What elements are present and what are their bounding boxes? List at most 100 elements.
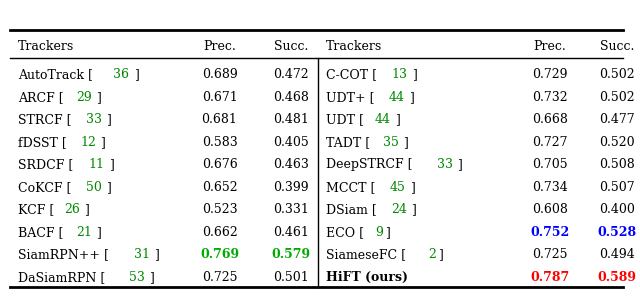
Text: 0.579: 0.579 [271,248,310,261]
Text: ]: ] [106,181,111,194]
Text: 0.583: 0.583 [202,136,237,149]
Text: ]: ] [134,68,139,81]
Text: ]: ] [412,203,416,216]
Text: TADT [: TADT [ [326,136,371,149]
Text: ]: ] [106,113,111,126]
Text: 0.405: 0.405 [273,136,308,149]
Text: CoKCF [: CoKCF [ [18,181,71,194]
Text: ]: ] [154,248,159,261]
Text: ]: ] [96,91,101,104]
Text: 24: 24 [391,203,407,216]
Text: ECO [: ECO [ [326,226,364,239]
Text: 21: 21 [76,226,92,239]
Text: UDT [: UDT [ [326,113,364,126]
Text: DSiam [: DSiam [ [326,203,377,216]
Text: 0.676: 0.676 [202,158,237,171]
Text: 0.752: 0.752 [530,226,570,239]
Text: ]: ] [100,136,105,149]
Text: SiameseFC [: SiameseFC [ [326,248,406,261]
Text: 0.400: 0.400 [599,203,635,216]
Text: UDT+ [: UDT+ [ [326,91,375,104]
Text: 36: 36 [113,68,129,81]
Text: ARCF [: ARCF [ [18,91,63,104]
Text: Succ.: Succ. [600,40,634,54]
Text: Succ.: Succ. [273,40,308,54]
Text: 0.502: 0.502 [599,91,635,104]
Text: DeepSTRCF [: DeepSTRCF [ [326,158,413,171]
Text: 0.705: 0.705 [532,158,568,171]
Text: 26: 26 [64,203,80,216]
Text: ]: ] [438,248,444,261]
Text: Prec.: Prec. [533,40,566,54]
Text: 0.472: 0.472 [273,68,308,81]
Text: 0.331: 0.331 [273,203,308,216]
Text: HiFT (ours): HiFT (ours) [326,271,408,284]
Text: DaSiamRPN [: DaSiamRPN [ [18,271,105,284]
Text: 0.727: 0.727 [532,136,568,149]
Text: 0.528: 0.528 [598,226,637,239]
Text: 0.508: 0.508 [599,158,635,171]
Text: 9: 9 [375,226,383,239]
Text: 0.520: 0.520 [599,136,635,149]
Text: SRDCF [: SRDCF [ [18,158,73,171]
Text: 0.589: 0.589 [598,271,637,284]
Text: 0.463: 0.463 [273,158,308,171]
Text: MCCT [: MCCT [ [326,181,376,194]
Text: fDSST [: fDSST [ [18,136,67,149]
Text: ]: ] [395,113,400,126]
Text: ]: ] [109,158,113,171]
Text: 31: 31 [134,248,150,261]
Text: 0.725: 0.725 [202,271,237,284]
Text: 0.652: 0.652 [202,181,237,194]
Text: BACF [: BACF [ [18,226,63,239]
Text: 44: 44 [388,91,404,104]
Text: 0.729: 0.729 [532,68,568,81]
Text: ]: ] [403,136,408,149]
Text: 0.662: 0.662 [202,226,237,239]
Text: ]: ] [385,226,390,239]
Text: 12: 12 [80,136,96,149]
Text: 0.494: 0.494 [599,248,635,261]
Text: ]: ] [96,226,101,239]
Text: ]: ] [149,271,154,284]
Text: 0.769: 0.769 [200,248,239,261]
Text: ]: ] [410,181,415,194]
Text: 0.608: 0.608 [532,203,568,216]
Text: ]: ] [408,91,413,104]
Text: 0.725: 0.725 [532,248,568,261]
Text: 50: 50 [86,181,102,194]
Text: 0.787: 0.787 [530,271,570,284]
Text: Trackers: Trackers [326,40,383,54]
Text: 0.477: 0.477 [599,113,635,126]
Text: 33: 33 [436,158,452,171]
Text: 0.481: 0.481 [273,113,308,126]
Text: C-COT [: C-COT [ [326,68,378,81]
Text: 13: 13 [392,68,408,81]
Text: 0.502: 0.502 [599,68,635,81]
Text: 35: 35 [383,136,399,149]
Text: 2: 2 [428,248,436,261]
Text: AutoTrack [: AutoTrack [ [18,68,93,81]
Text: 0.468: 0.468 [273,91,308,104]
Text: ]: ] [84,203,89,216]
Text: STRCF [: STRCF [ [18,113,71,126]
Text: KCF [: KCF [ [18,203,54,216]
Text: 0.671: 0.671 [202,91,237,104]
Text: 0.732: 0.732 [532,91,568,104]
Text: 45: 45 [389,181,405,194]
Text: 0.734: 0.734 [532,181,568,194]
Text: 0.689: 0.689 [202,68,237,81]
Text: 44: 44 [374,113,390,126]
Text: 0.681: 0.681 [202,113,237,126]
Text: 33: 33 [86,113,102,126]
Text: 0.501: 0.501 [273,271,308,284]
Text: 0.523: 0.523 [202,203,237,216]
Text: 53: 53 [129,271,145,284]
Text: 0.461: 0.461 [273,226,308,239]
Text: 29: 29 [76,91,92,104]
Text: Trackers: Trackers [18,40,74,54]
Text: 0.507: 0.507 [599,181,635,194]
Text: 11: 11 [88,158,104,171]
Text: ]: ] [412,68,417,81]
Text: Prec.: Prec. [203,40,236,54]
